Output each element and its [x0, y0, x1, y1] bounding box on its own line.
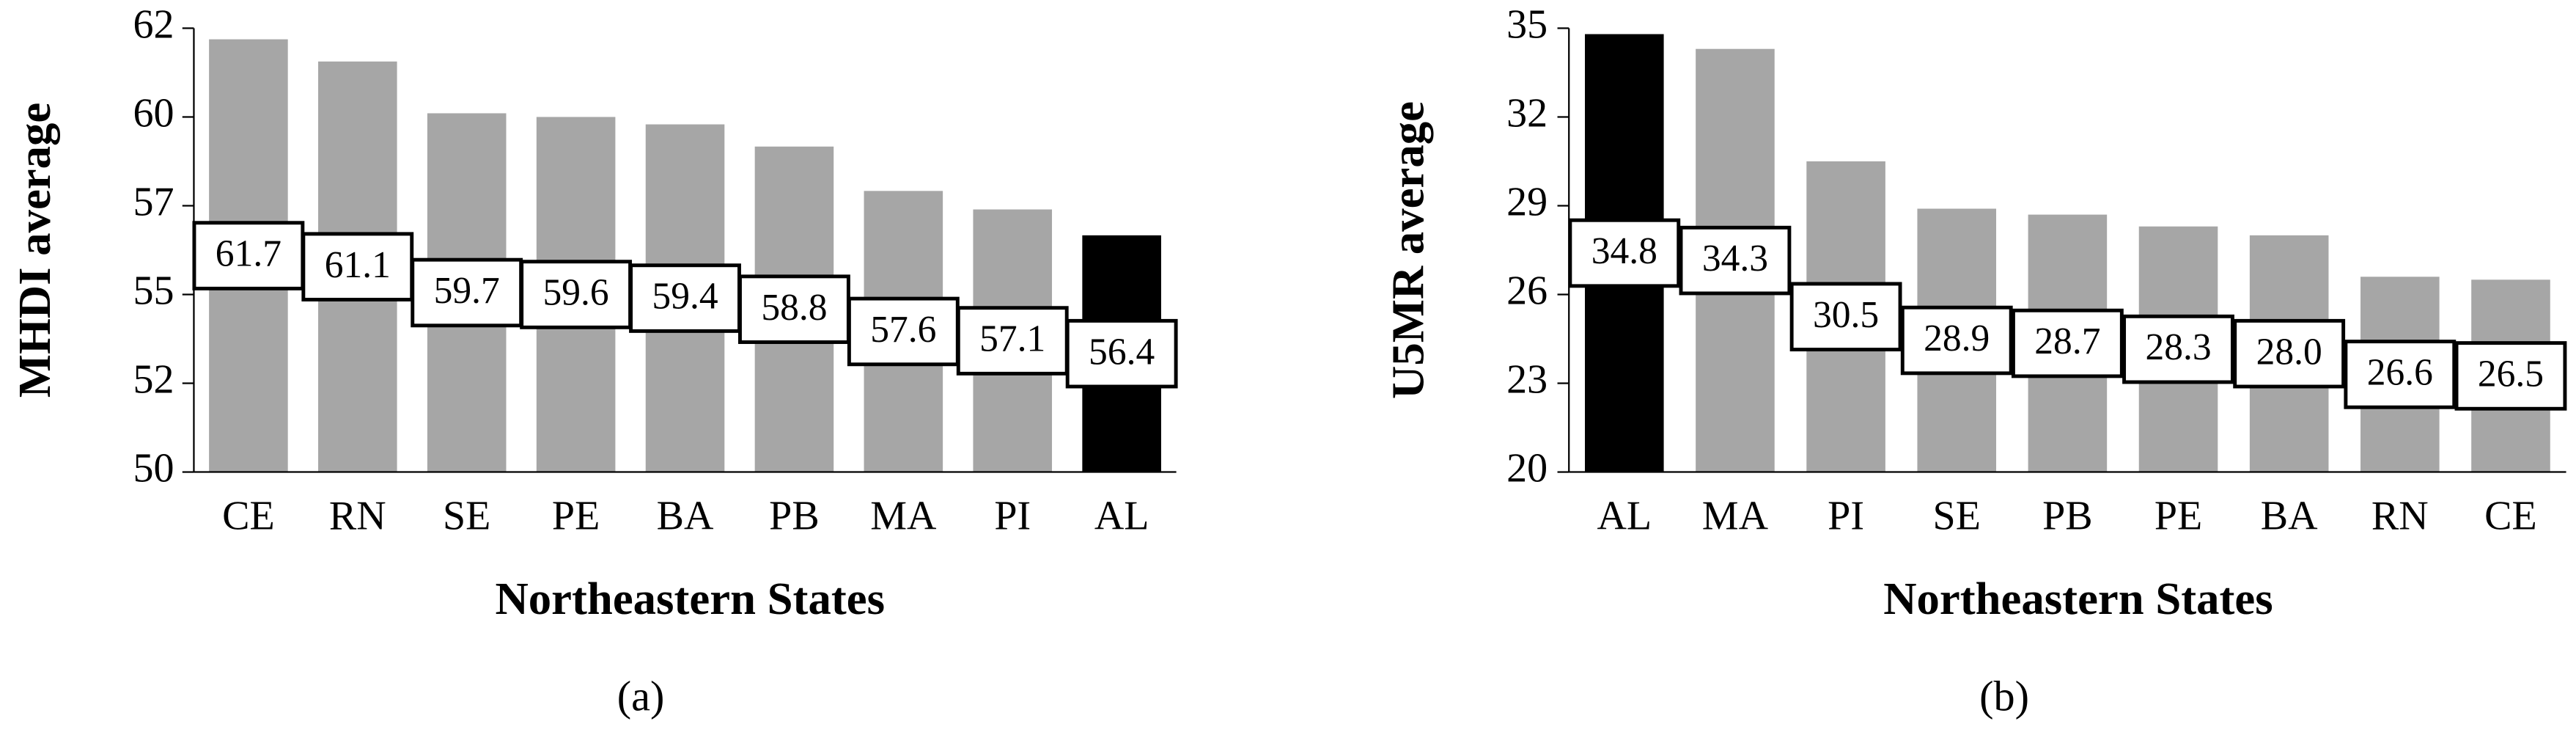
x-tick-label: CE — [2484, 493, 2537, 538]
y-tick-label: 20 — [1506, 445, 1548, 491]
data-label-box — [629, 263, 741, 333]
chart: 50 52 55 57 60 62 CE RN SE PE BA PB MA PI AL 61.7 61.1 59… — [9, 1, 1178, 720]
data-label: 59.4 — [652, 276, 718, 318]
y-tick-label: 32 — [1506, 90, 1548, 136]
data-label: 57.1 — [979, 318, 1045, 360]
data-label: 56.4 — [1089, 331, 1155, 373]
data-label-box — [2344, 340, 2457, 409]
data-label-box — [847, 296, 960, 367]
y-axis-title: U5MR average — [1383, 101, 1434, 399]
x-tick-label: PB — [2042, 493, 2093, 538]
y-tick-label: 60 — [133, 90, 174, 136]
data-label-box — [1679, 225, 1792, 296]
x-tick-label: AL — [1094, 493, 1149, 538]
x-tick-label: MA — [870, 493, 937, 538]
data-label-box — [1900, 305, 2013, 376]
data-label-box — [2233, 318, 2346, 389]
x-tick-label: PB — [769, 493, 820, 538]
y-tick-label: 57 — [133, 179, 174, 224]
x-tick-label: SE — [1933, 493, 1981, 538]
data-label: 28.3 — [2145, 326, 2211, 368]
caption: (b) — [1979, 672, 2029, 720]
data-label: 34.3 — [1702, 238, 1768, 279]
x-tick-label: AL — [1597, 493, 1652, 538]
data-label: 28.0 — [2256, 331, 2322, 373]
data-label: 61.1 — [325, 244, 391, 286]
data-label: 59.7 — [434, 270, 500, 312]
data-label: 28.9 — [1924, 318, 1990, 359]
data-label: 34.8 — [1591, 230, 1657, 272]
data-label-box — [1065, 318, 1178, 389]
x-tick-label: PE — [2154, 493, 2202, 538]
x-axis-title: Northeastern States — [495, 573, 885, 624]
y-tick-label: 62 — [133, 1, 174, 47]
caption: (a) — [617, 672, 665, 720]
data-label: 61.7 — [216, 233, 281, 275]
data-label: 26.5 — [2478, 354, 2544, 395]
x-tick-label: PI — [1828, 493, 1864, 538]
data-label: 57.6 — [870, 309, 936, 351]
x-tick-label: SE — [443, 493, 490, 538]
x-tick-label: PE — [552, 493, 600, 538]
x-tick-label: CE — [222, 493, 275, 538]
x-tick-label: RN — [329, 493, 386, 538]
x-tick-label: BA — [2261, 493, 2318, 538]
data-label-box — [2122, 314, 2234, 384]
x-axis-title: Northeastern States — [1883, 573, 2273, 624]
y-tick-label: 50 — [133, 445, 174, 491]
y-tick-label: 29 — [1506, 179, 1548, 224]
x-tick-label: RN — [2371, 493, 2429, 538]
x-tick-label: BA — [657, 493, 714, 538]
y-tick-label: 23 — [1506, 356, 1548, 402]
y-tick-label: 35 — [1506, 1, 1548, 47]
y-tick-label: 52 — [133, 356, 174, 402]
data-label-box — [2454, 341, 2567, 411]
y-tick-label: 55 — [133, 268, 174, 313]
data-label: 30.5 — [1813, 294, 1879, 336]
data-label: 58.8 — [761, 287, 827, 329]
data-label-box — [2011, 308, 2124, 378]
data-label: 26.6 — [2367, 351, 2433, 393]
chart: 20 23 26 29 32 35 AL MA PI SE PB PE BA RN CE 34.8 34.3 30… — [1383, 1, 2567, 720]
x-tick-label: PI — [994, 493, 1031, 538]
x-tick-label: MA — [1702, 493, 1769, 538]
y-tick-label: 26 — [1506, 268, 1548, 313]
data-label-box — [956, 306, 1069, 376]
y-axis-title: MHDI average — [9, 103, 60, 398]
data-label-box — [1789, 282, 1902, 352]
data-label: 28.7 — [2034, 321, 2100, 362]
data-label: 59.6 — [543, 272, 609, 314]
data-label-box — [1568, 218, 1681, 288]
